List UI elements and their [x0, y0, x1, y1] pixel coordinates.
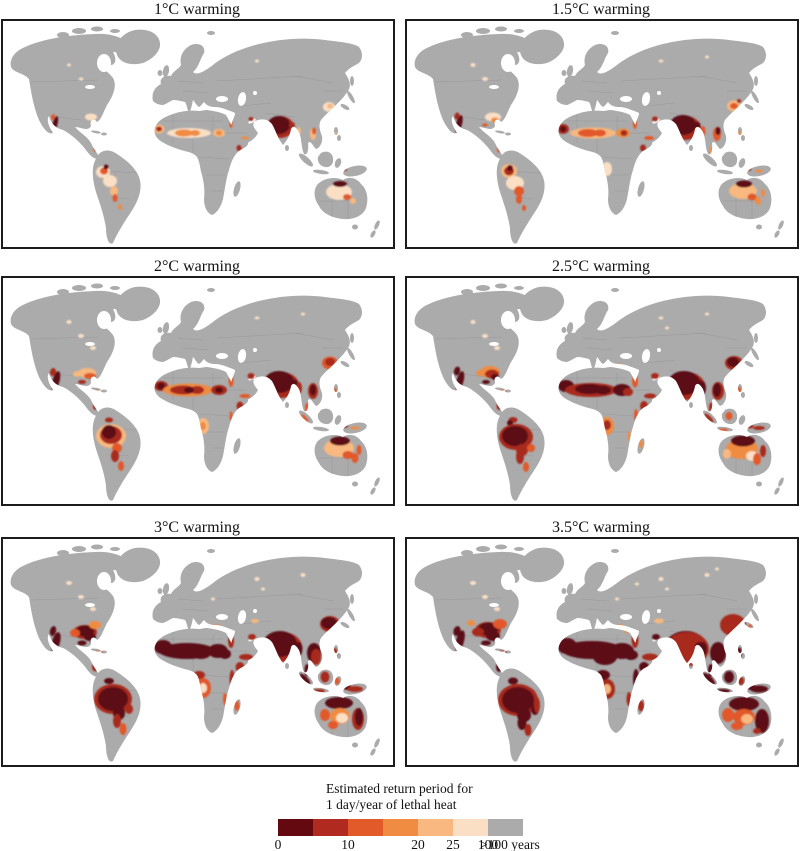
legend-caption: Estimated return period for 1 day/year o… — [326, 781, 473, 812]
panel-3-5c: 3.5°C warming — [405, 518, 799, 767]
legend-caption-line2: 1 day/year of lethal heat — [326, 796, 457, 812]
colorbar-segment-3 — [383, 819, 418, 836]
colorbar-segment-0 — [278, 819, 313, 836]
world-map-3c — [1, 537, 395, 767]
panel-title: 1°C warming — [154, 1, 240, 18]
colorbar-segment-6 — [488, 819, 523, 836]
world-map-2-5c — [405, 276, 799, 506]
panel-title: 2°C warming — [154, 258, 240, 275]
colorbar-segment-2 — [348, 819, 383, 836]
panel-2-5c: 2.5°C warming — [405, 257, 799, 506]
world-map-1-5c — [405, 19, 799, 249]
colorbar-segment-1 — [313, 819, 348, 836]
colorbar-tick-0: 0 — [274, 837, 282, 851]
colorbar — [278, 819, 523, 836]
colorbar-segment-5 — [453, 819, 488, 836]
world-map-1c — [1, 19, 395, 249]
panel-title: 3°C warming — [154, 519, 240, 536]
panel-title: 3.5°C warming — [552, 519, 650, 536]
colorbar-tick-20: 20 — [411, 837, 425, 851]
panel-3c: 3°C warming — [1, 518, 395, 767]
panel-title: 2.5°C warming — [552, 258, 650, 275]
colorbar-segment-4 — [418, 819, 453, 836]
panel-1-5c: 1.5°C warming — [405, 0, 799, 249]
colorbar-tick-10: 10 — [341, 837, 355, 851]
colorbar-tick-overflow: >100 years — [480, 837, 540, 851]
world-map-3-5c — [405, 537, 799, 767]
colorbar-tick-100: 100 — [477, 837, 499, 851]
panel-1c: 1°C warming — [1, 0, 395, 249]
colorbar-tick-labels: 0 10 20 25 100 >100 years — [0, 837, 800, 851]
colorbar-tick-25: 25 — [446, 837, 460, 851]
panel-title: 1.5°C warming — [552, 1, 650, 18]
panel-2c: 2°C warming — [1, 257, 395, 506]
legend: Estimated return period for 1 day/year o… — [0, 779, 800, 851]
legend-caption-line1: Estimated return period for — [326, 781, 473, 796]
world-map-2c — [1, 276, 395, 506]
